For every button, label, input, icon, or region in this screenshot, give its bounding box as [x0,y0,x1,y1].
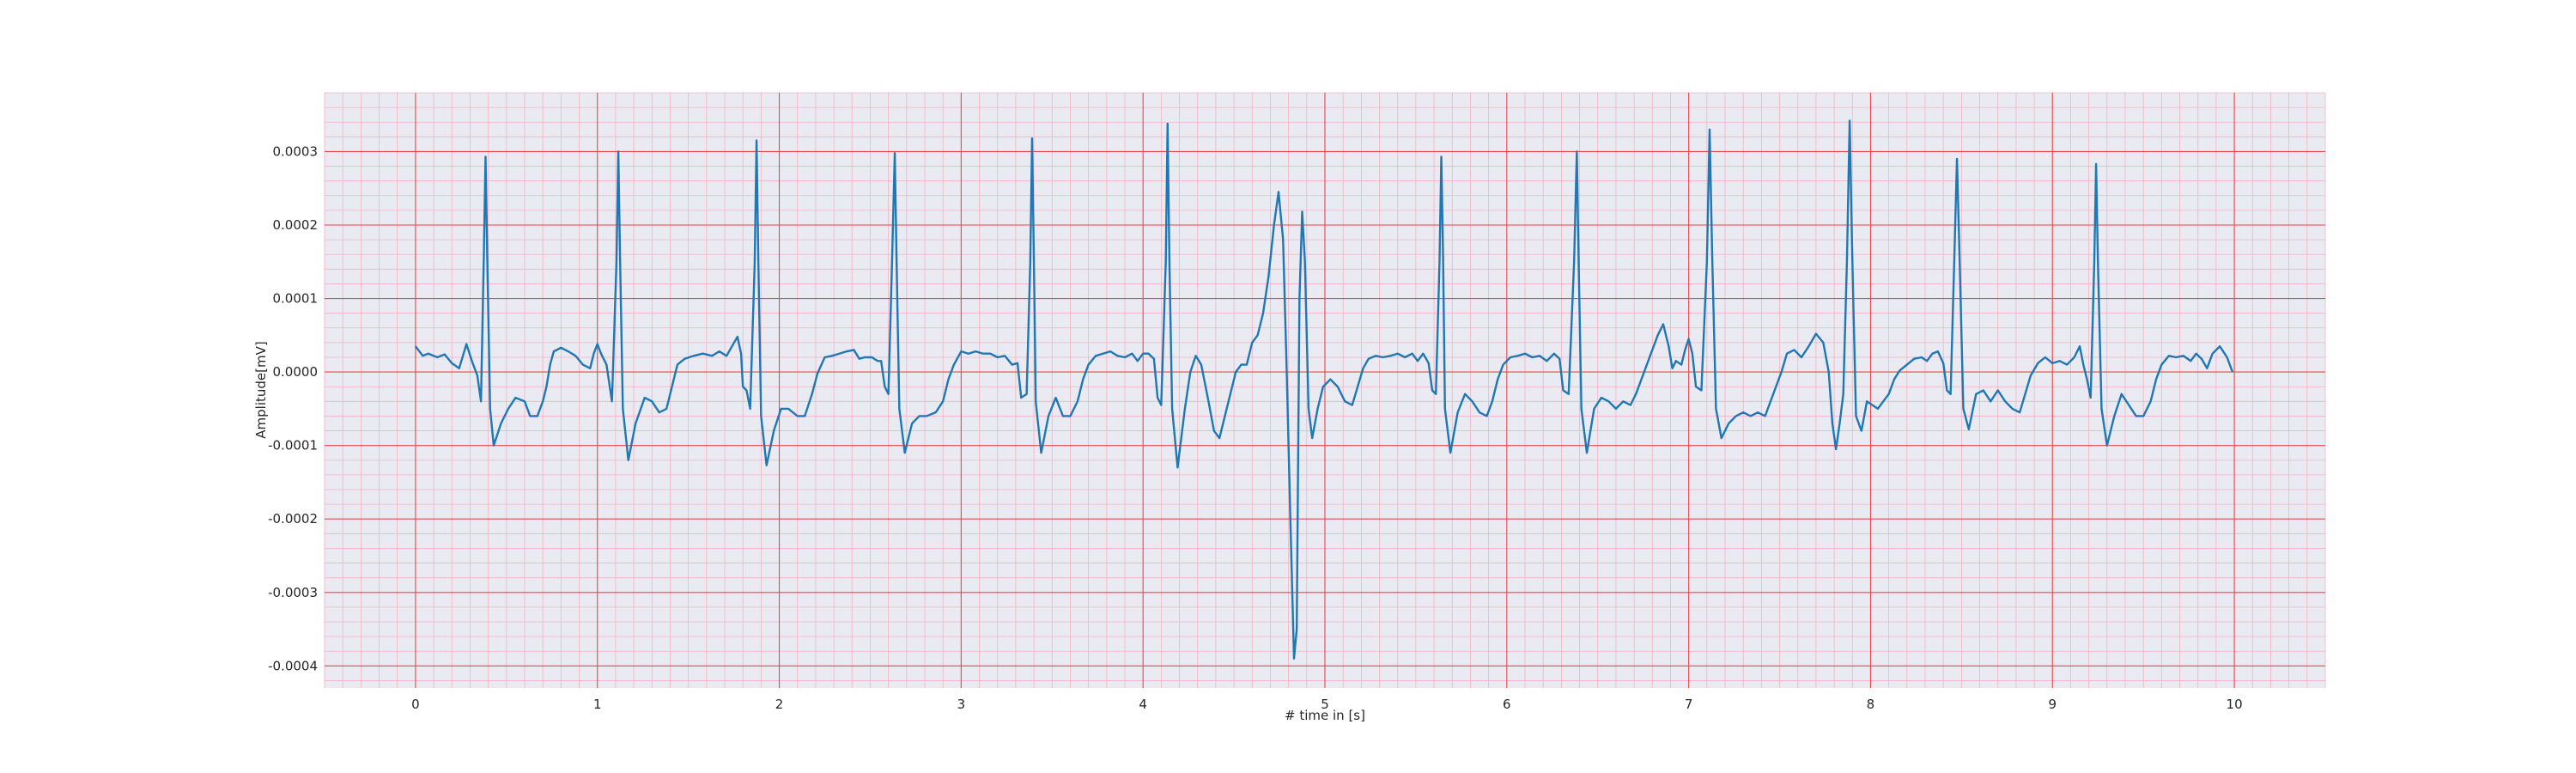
y-tick-label: 0.0000 [273,364,319,380]
y-tick-label: -0.0003 [268,585,318,600]
y-tick-labels: 0.0003 0.0002 0.0001 0.0000 -0.0001 -0.0002 -0… [268,143,318,673]
y-tick-label: 0.0001 [273,291,319,307]
x-tick-label: 3 [957,697,966,712]
x-tick-label: 6 [1503,697,1511,712]
x-axis-label: # time in [s] [1285,708,1365,723]
major-grid [325,93,2325,688]
x-tick-label: 8 [1867,697,1875,712]
x-tick-label: 7 [1685,697,1693,712]
x-tick-label: 2 [775,697,784,712]
y-axis-label: Amplitude[mV] [253,341,269,438]
x-tick-label: 9 [2048,697,2057,712]
x-tick-label: 10 [2227,697,2243,712]
series-line-0 [414,119,2234,660]
y-tick-label: 0.0002 [273,217,319,233]
y-tick-label: -0.0001 [268,438,318,453]
x-tick-label: 4 [1139,697,1147,712]
x-tick-label: 0 [411,697,420,712]
x-tick-labels: 0 1 2 3 4 5 6 7 8 9 10 [411,697,2243,712]
series-layer [414,119,2234,660]
y-tick-label: -0.0004 [268,658,318,673]
x-tick-label: 1 [593,697,602,712]
y-tick-label: -0.0002 [268,511,318,526]
y-tick-label: 0.0003 [273,143,319,159]
x-tick-label: 5 [1321,697,1329,712]
